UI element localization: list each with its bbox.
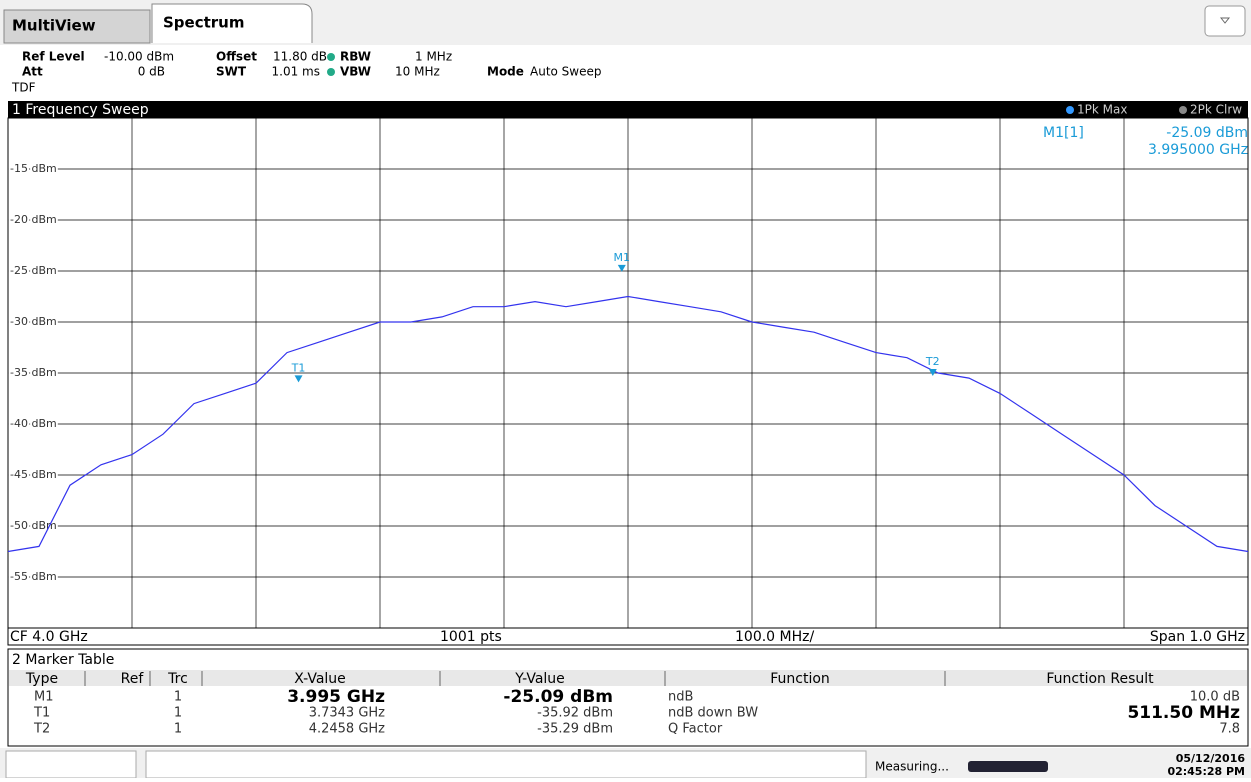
marker: [294, 375, 303, 383]
settings-panel: [0, 45, 1251, 101]
table-cell: 3.7343 GHz: [309, 706, 385, 721]
table-cell: 1: [174, 690, 182, 705]
marker: [617, 264, 626, 272]
table-cell: 4.2458 GHz: [309, 722, 385, 737]
tab-label: MultiView: [12, 17, 96, 35]
setting-label: Att: [22, 65, 43, 79]
footer-label: 1001 pts: [440, 629, 502, 645]
trace: [7, 295, 1249, 553]
column-header: Trc: [167, 671, 188, 687]
y-tick-label: -50 dBm: [10, 519, 57, 532]
table-cell: ndB: [668, 690, 693, 705]
marker-table: [7, 648, 1249, 747]
y-tick-label: -25 dBm: [10, 264, 57, 277]
footer-label: 100.0 MHz/: [735, 629, 814, 645]
y-tick-label: -45 dBm: [10, 468, 57, 481]
status-message: Measuring...: [875, 760, 949, 774]
setting-value: 1.01 ms: [272, 65, 320, 79]
status-time: 02:45:28 PM: [1167, 765, 1245, 778]
column-header: X-Value: [294, 671, 346, 687]
table-title: 2 Marker Table: [12, 652, 114, 668]
legend-dot: [1066, 106, 1074, 114]
marker-readout: 3.995000 GHz: [1148, 142, 1248, 158]
dropdown-button[interactable]: [1204, 5, 1246, 37]
legend-label: 1Pk Max: [1077, 103, 1127, 117]
indicator: [327, 68, 335, 76]
title-bar: [8, 101, 1248, 118]
setting-label: SWT: [216, 65, 247, 79]
setting-label: RBW: [340, 50, 371, 64]
setting-value: 11.80 dB: [273, 50, 327, 64]
table-cell: ndB down BW: [668, 706, 758, 721]
y-tick-label: -40 dBm: [10, 417, 57, 430]
table-cell: 1: [174, 706, 182, 721]
table-cell: Q Factor: [668, 722, 723, 737]
column-header: Type: [25, 671, 58, 687]
setting-label: TDF: [11, 81, 36, 95]
indicator: [327, 53, 335, 61]
status-date: 05/12/2016: [1176, 752, 1246, 765]
y-tick-label: -30 dBm: [10, 315, 57, 328]
tab-label: Spectrum: [163, 14, 244, 32]
table-cell: 511.50 MHz: [1127, 703, 1240, 723]
status-field: [5, 750, 137, 779]
marker-label: T2: [925, 355, 940, 368]
table-cell: -35.29 dBm: [537, 722, 613, 737]
table-cell: -35.92 dBm: [537, 706, 613, 721]
table-cell: 10.0 dB: [1190, 690, 1240, 705]
table-cell: T2: [33, 722, 50, 737]
setting-value: 0 dB: [138, 65, 165, 79]
y-tick-label: -35 dBm: [10, 366, 57, 379]
table-header: [9, 670, 1247, 686]
footer-bar: [7, 627, 1249, 646]
table-cell: -25.09 dBm: [503, 687, 613, 707]
marker-label: M1: [614, 251, 631, 264]
setting-label: Mode: [487, 65, 524, 79]
table-cell: 3.995 GHz: [287, 687, 385, 707]
marker-readout: -25.09 dBm: [1166, 125, 1248, 141]
table-cell: 1: [174, 722, 182, 737]
table-cell: M1: [34, 690, 54, 705]
icon: [1219, 17, 1231, 24]
marker: [928, 368, 937, 376]
y-tick-label: -55 dBm: [10, 570, 57, 583]
status-field: [145, 750, 867, 779]
setting-value: -10.00 dBm: [104, 50, 174, 64]
y-tick-label: -20 dBm: [10, 213, 57, 226]
legend-dot: [1179, 106, 1187, 114]
progress-bar: [968, 761, 1048, 772]
table: Type Ref Trc X-Value Y-Value Function Function…: [25, 671, 1240, 737]
chart-title: 1 Frequency Sweep: [12, 102, 149, 118]
setting-label: Offset: [216, 50, 257, 64]
setting-label: VBW: [340, 65, 371, 79]
column-header: Function Result: [1046, 671, 1154, 687]
setting-label: Ref Level: [22, 50, 85, 64]
footer-label: Span 1.0 GHz: [1150, 629, 1245, 645]
tab[interactable]: [151, 3, 313, 43]
column-header: Function: [770, 671, 830, 687]
column-header: Ref: [121, 671, 145, 687]
plot: -15 dBm -20 dBm -25 dBm -30 dBm -35 dBm -40 d…: [7, 118, 1249, 628]
y-tick-label: -15 dBm: [10, 162, 57, 175]
legend-label: 2Pk Clrw: [1190, 103, 1242, 117]
table-cell: T1: [33, 706, 50, 721]
table-cell: 7.8: [1219, 722, 1240, 737]
setting-value: 10 MHz: [395, 65, 440, 79]
tab[interactable]: [3, 9, 151, 44]
setting-value: Auto Sweep: [530, 65, 602, 79]
marker-label: T1: [291, 361, 306, 374]
setting-value: 1 MHz: [415, 50, 452, 64]
marker-readout: M1[1]: [1043, 125, 1084, 141]
column-header: Y-Value: [514, 671, 565, 687]
footer-label: CF 4.0 GHz: [10, 629, 88, 645]
